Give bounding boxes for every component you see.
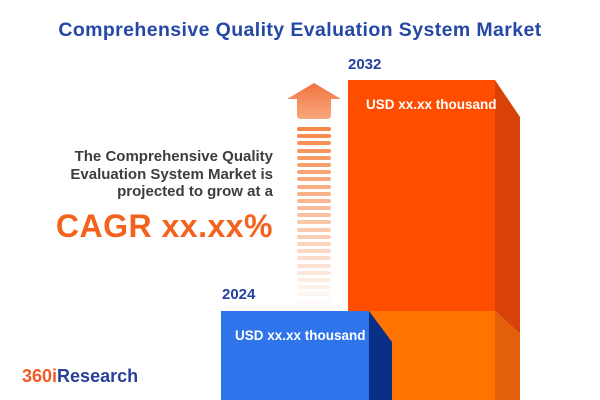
bar-2032-value-label: USD xx.xx thousand [366, 97, 497, 112]
promo-line-2: Evaluation System Market is [70, 165, 273, 183]
growth-arrow-head [287, 83, 341, 119]
bar-2032-year-label: 2032 [348, 56, 382, 73]
bar-2024-year-label: 2024 [222, 286, 256, 303]
bar-2032-side-top [495, 80, 520, 334]
bar-2024-face [221, 311, 369, 400]
page-title: Comprehensive Quality Evaluation System … [58, 19, 542, 41]
promo-line-3: projected to grow at a [117, 183, 273, 200]
logo: 360iResearch [22, 366, 138, 387]
logo-suffix: Research [57, 366, 139, 386]
bar-2032-side-bottom [495, 311, 520, 400]
bar-2024-value-label: USD xx.xx thousand [235, 328, 366, 343]
bar-2024-side [369, 311, 392, 400]
promo-line-1: The Comprehensive Quality [74, 148, 273, 165]
logo-prefix: 360i [22, 366, 58, 386]
cagr-value: CAGR xx.xx% [55, 207, 273, 244]
growth-arrow-icon [287, 83, 341, 307]
bar-2032-face-top [348, 80, 495, 311]
growth-arrow-stripes [297, 127, 331, 304]
promo-text-block: The Comprehensive Quality Evaluation Sys… [33, 148, 273, 245]
